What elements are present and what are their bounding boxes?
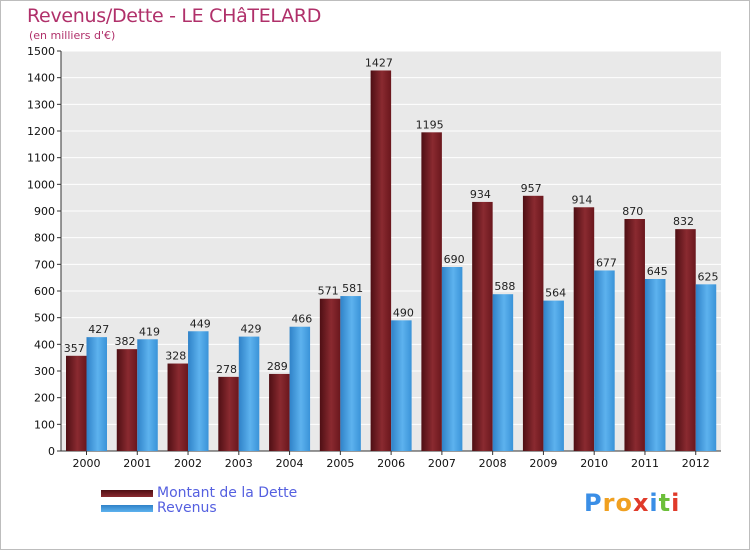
y-tick-label: 300 (34, 365, 55, 378)
logo-letter: P (584, 489, 603, 517)
bar-dette (269, 373, 290, 451)
data-label: 449 (190, 317, 211, 330)
data-label: 1427 (365, 56, 393, 69)
x-tick-label: 2003 (225, 457, 253, 470)
legend-swatch-revenus (101, 505, 153, 512)
data-label: 278 (216, 363, 237, 376)
y-tick-label: 700 (34, 258, 55, 271)
data-label: 357 (64, 342, 85, 355)
bar-dette (167, 363, 189, 451)
data-label: 588 (494, 280, 515, 293)
y-tick-label: 600 (34, 285, 55, 298)
data-label: 1195 (416, 118, 444, 131)
data-label: 677 (596, 256, 617, 269)
bar-dette (66, 355, 87, 451)
data-label: 490 (393, 306, 414, 319)
x-tick-label: 2009 (529, 457, 557, 470)
x-tick-label: 2000 (73, 457, 101, 470)
y-tick-label: 1000 (27, 178, 55, 191)
data-label: 957 (521, 182, 542, 195)
bar-revenus (644, 279, 666, 451)
y-tick-label: 800 (34, 232, 55, 245)
bar-revenus (492, 294, 514, 451)
bar-dette (522, 195, 544, 451)
data-label: 382 (115, 335, 136, 348)
data-label: 645 (647, 265, 668, 278)
bar-revenus (289, 326, 311, 451)
y-tick-label: 500 (34, 312, 55, 325)
logo-letter: i (671, 489, 681, 517)
data-label: 571 (318, 285, 339, 298)
bar-revenus (137, 339, 158, 451)
bar-dette (421, 132, 442, 452)
logo-letter: r (602, 489, 616, 517)
proxiti-logo: Proxiti (584, 489, 680, 517)
legend-label-revenus: Revenus (157, 500, 217, 516)
y-tick-label: 400 (34, 338, 55, 351)
bar-revenus (543, 300, 564, 451)
bar-revenus (340, 296, 361, 451)
bar-dette (116, 349, 138, 451)
bar-dette (573, 207, 595, 451)
y-tick-label: 1400 (27, 72, 55, 85)
bar-revenus (391, 320, 412, 451)
logo-letter: o (615, 489, 633, 517)
x-tick-label: 2006 (377, 457, 405, 470)
data-label: 466 (291, 313, 312, 326)
logo-letter: t (658, 489, 672, 517)
data-label: 934 (470, 188, 491, 201)
x-tick-label: 2002 (174, 457, 202, 470)
bar-revenus (188, 331, 209, 451)
bar-revenus (238, 336, 260, 451)
x-tick-label: 2012 (682, 457, 710, 470)
data-label: 564 (545, 287, 566, 300)
data-label: 427 (88, 323, 109, 336)
y-tick-label: 0 (48, 445, 55, 458)
y-tick-label: 900 (34, 205, 55, 218)
y-tick-label: 1200 (27, 125, 55, 138)
data-label: 870 (622, 205, 643, 218)
data-label: 328 (165, 350, 186, 363)
x-tick-label: 2007 (428, 457, 456, 470)
bar-dette (624, 219, 645, 451)
bar-dette (319, 298, 341, 451)
chart-title: Revenus/Dette - LE CHâTELARD (27, 5, 322, 27)
bar-dette (370, 70, 392, 451)
bar-revenus (695, 284, 717, 451)
x-tick-label: 2004 (276, 457, 304, 470)
legend-label-dette: Montant de la Dette (157, 485, 298, 501)
data-label: 289 (267, 360, 288, 373)
x-tick-label: 2001 (123, 457, 151, 470)
data-label: 581 (342, 282, 363, 295)
bar-revenus (86, 337, 107, 451)
logo-letter: x (632, 489, 650, 517)
bar-dette (472, 201, 493, 451)
x-tick-label: 2008 (479, 457, 507, 470)
data-label: 429 (241, 323, 262, 336)
logo-letter: i (649, 489, 659, 517)
data-label: 419 (139, 325, 160, 338)
data-label: 690 (444, 253, 465, 266)
bar-dette (675, 229, 696, 451)
y-tick-label: 1300 (27, 98, 55, 111)
y-tick-label: 200 (34, 392, 55, 405)
data-label: 832 (673, 215, 694, 228)
y-tick-label: 100 (34, 418, 55, 431)
chart-subtitle: (en milliers d'€) (29, 29, 116, 42)
x-tick-label: 2010 (580, 457, 608, 470)
x-tick-label: 2005 (326, 457, 354, 470)
legend-swatch-dette (101, 490, 153, 497)
bar-revenus (441, 267, 463, 451)
bar-dette (218, 376, 239, 451)
data-label: 914 (571, 193, 592, 206)
y-tick-label: 1100 (27, 152, 55, 165)
bar-revenus (594, 270, 615, 451)
x-tick-label: 2011 (631, 457, 659, 470)
y-tick-label: 1500 (27, 45, 55, 58)
data-label: 625 (697, 270, 718, 283)
